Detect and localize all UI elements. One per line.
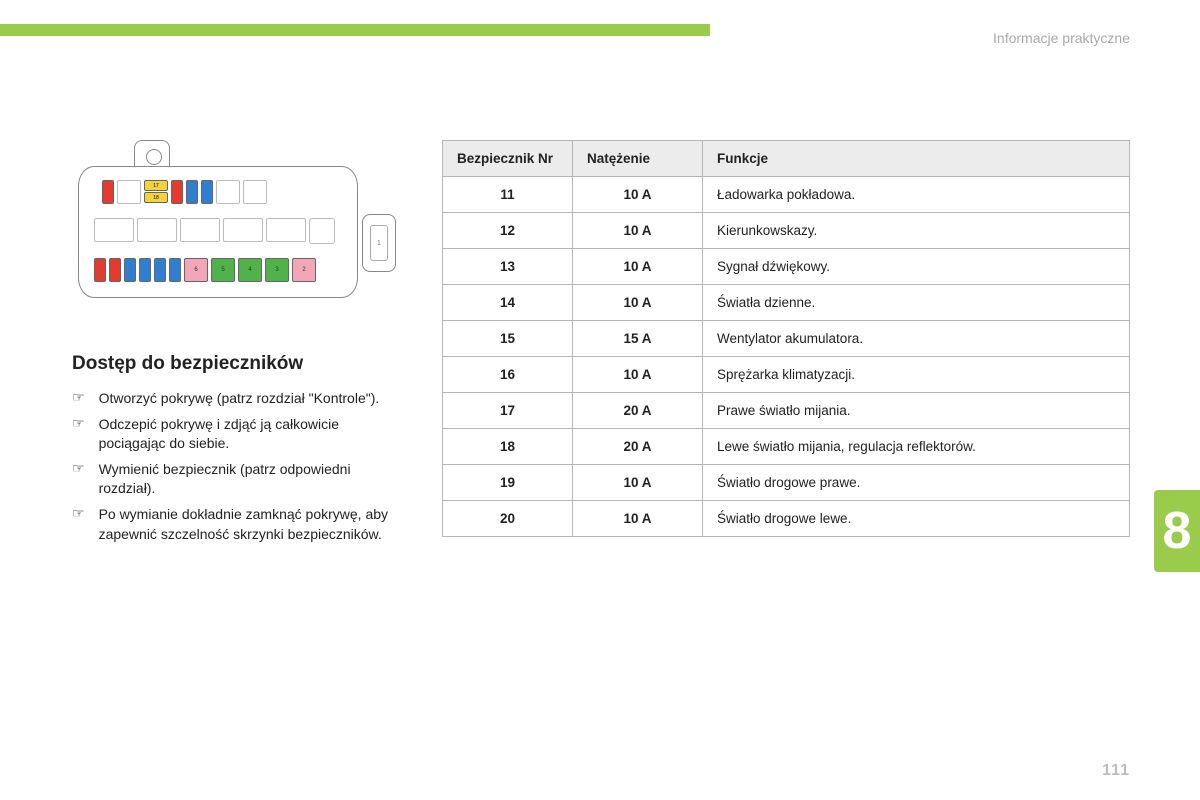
instruction-list: ☞ Otworzyć pokrywę (patrz rozdział "Kontr… bbox=[72, 389, 402, 544]
fuse-number-cell: 18 bbox=[443, 429, 573, 465]
fuse: 18 bbox=[144, 192, 168, 203]
table-row: 1820 ALewe światło mijania, regulacja re… bbox=[443, 429, 1130, 465]
right-column: Bezpiecznik Nr Natężenie Funkcje 1110 AŁ… bbox=[442, 140, 1130, 550]
fuse-function-cell: Kierunkowskazy. bbox=[703, 213, 1130, 249]
fusebox-row-1: 1718 bbox=[102, 180, 267, 204]
fuse-amperage-cell: 10 A bbox=[573, 249, 703, 285]
fuse-function-cell: Sygnał dźwiękowy. bbox=[703, 249, 1130, 285]
fuse bbox=[137, 218, 177, 242]
table-row: 2010 AŚwiatło drogowe lewe. bbox=[443, 501, 1130, 537]
fuse-function-cell: Światło drogowe lewe. bbox=[703, 501, 1130, 537]
fuse-number-cell: 20 bbox=[443, 501, 573, 537]
fuse-function-cell: Ładowarka pokładowa. bbox=[703, 177, 1130, 213]
pointer-icon: ☞ bbox=[72, 415, 85, 454]
fuse-table: Bezpiecznik Nr Natężenie Funkcje 1110 AŁ… bbox=[442, 140, 1130, 537]
fuse bbox=[139, 258, 151, 282]
fuse-table-header-func: Funkcje bbox=[703, 141, 1130, 177]
table-row: 1515 AWentylator akumulatora. bbox=[443, 321, 1130, 357]
page-number: 111 bbox=[1102, 762, 1130, 780]
fuse-amperage-cell: 10 A bbox=[573, 285, 703, 321]
pointer-icon: ☞ bbox=[72, 505, 85, 544]
table-row: 1210 AKierunkowskazy. bbox=[443, 213, 1130, 249]
instruction-item: ☞ Wymienić bezpiecznik (patrz odpowiedni … bbox=[72, 460, 402, 499]
fuse: 2 bbox=[292, 258, 316, 282]
fuse-function-cell: Lewe światło mijania, regulacja reflekto… bbox=[703, 429, 1130, 465]
fuse-number-cell: 17 bbox=[443, 393, 573, 429]
fuse-stack: 1718 bbox=[144, 180, 168, 204]
fuse-number-cell: 13 bbox=[443, 249, 573, 285]
fuse-function-cell: Prawe światło mijania. bbox=[703, 393, 1130, 429]
page-content: 1718 65432 1 Dostęp do bezpieczników ☞Ot… bbox=[72, 140, 1130, 550]
fuse bbox=[169, 258, 181, 282]
fuse-function-cell: Światła dzienne. bbox=[703, 285, 1130, 321]
fuse bbox=[124, 258, 136, 282]
fuse-number-cell: 12 bbox=[443, 213, 573, 249]
fuse-number-cell: 11 bbox=[443, 177, 573, 213]
fuse bbox=[223, 218, 263, 242]
fuse-amperage-cell: 20 A bbox=[573, 429, 703, 465]
fuse: 17 bbox=[144, 180, 168, 191]
instruction-text: Wymienić bezpiecznik (patrz odpowiedni r… bbox=[99, 460, 402, 499]
fuse-function-cell: Światło drogowe prawe. bbox=[703, 465, 1130, 501]
fuse: 4 bbox=[238, 258, 262, 282]
fuse bbox=[117, 180, 141, 204]
fuse: 3 bbox=[265, 258, 289, 282]
fuse-amperage-cell: 15 A bbox=[573, 321, 703, 357]
fuse-function-cell: Sprężarka klimatyzacji. bbox=[703, 357, 1130, 393]
section-title: Dostęp do bezpieczników bbox=[72, 353, 402, 375]
fuse bbox=[201, 180, 213, 204]
fuse bbox=[109, 258, 121, 282]
fuse-empty-slot bbox=[309, 218, 335, 244]
fuse-function-cell: Wentylator akumulatora. bbox=[703, 321, 1130, 357]
fuse bbox=[266, 218, 306, 242]
fusebox-side-compartment: 1 bbox=[362, 214, 396, 272]
header-accent-bar bbox=[0, 24, 710, 36]
instruction-text: Otworzyć pokrywę (patrz rozdział "Kontro… bbox=[99, 389, 380, 409]
table-row: 1110 AŁadowarka pokładowa. bbox=[443, 177, 1130, 213]
fuse-amperage-cell: 10 A bbox=[573, 357, 703, 393]
fuse: 5 bbox=[211, 258, 235, 282]
fusebox-diagram: 1718 65432 1 bbox=[72, 140, 402, 305]
instruction-text: Odczepić pokrywę i zdjąć ją całkowicie p… bbox=[99, 415, 402, 454]
instruction-item: ☞ Odczepić pokrywę i zdjąć ją całkowicie … bbox=[72, 415, 402, 454]
fuse bbox=[180, 218, 220, 242]
fuse-number-cell: 16 bbox=[443, 357, 573, 393]
fuse bbox=[186, 180, 198, 204]
fusebox-side-slot: 1 bbox=[370, 225, 388, 261]
fuse-number-cell: 15 bbox=[443, 321, 573, 357]
fuse-table-header-row: Bezpiecznik Nr Natężenie Funkcje bbox=[443, 141, 1130, 177]
fuse-table-header-nr: Bezpiecznik Nr bbox=[443, 141, 573, 177]
fusebox-row-3: 65432 bbox=[94, 258, 316, 282]
fuse-number-cell: 19 bbox=[443, 465, 573, 501]
fuse-table-header-amp: Natężenie bbox=[573, 141, 703, 177]
instruction-text: Po wymianie dokładnie zamknąć pokrywę, a… bbox=[99, 505, 402, 544]
table-row: 1310 ASygnał dźwiękowy. bbox=[443, 249, 1130, 285]
table-row: 1410 AŚwiatła dzienne. bbox=[443, 285, 1130, 321]
table-row: 1720 APrawe światło mijania. bbox=[443, 393, 1130, 429]
chapter-number-tab: 8 bbox=[1154, 490, 1200, 572]
left-column: 1718 65432 1 Dostęp do bezpieczników ☞ Ot… bbox=[72, 140, 402, 550]
fuse bbox=[154, 258, 166, 282]
fuse-amperage-cell: 10 A bbox=[573, 213, 703, 249]
fuse bbox=[243, 180, 267, 204]
fuse-amperage-cell: 20 A bbox=[573, 393, 703, 429]
table-row: 1610 ASprężarka klimatyzacji. bbox=[443, 357, 1130, 393]
fuse-amperage-cell: 10 A bbox=[573, 501, 703, 537]
fuse bbox=[94, 218, 134, 242]
fusebox-row-2 bbox=[94, 218, 335, 244]
fuse-amperage-cell: 10 A bbox=[573, 177, 703, 213]
header-section-label: Informacje praktyczne bbox=[993, 30, 1130, 46]
fuse-amperage-cell: 10 A bbox=[573, 465, 703, 501]
instruction-item: ☞ Otworzyć pokrywę (patrz rozdział "Kontr… bbox=[72, 389, 402, 409]
fuse bbox=[94, 258, 106, 282]
fuse bbox=[102, 180, 114, 204]
pointer-icon: ☞ bbox=[72, 460, 85, 499]
fuse-number-cell: 14 bbox=[443, 285, 573, 321]
instruction-item: ☞ Po wymianie dokładnie zamknąć pokrywę, … bbox=[72, 505, 402, 544]
fuse: 6 bbox=[184, 258, 208, 282]
pointer-icon: ☞ bbox=[72, 389, 85, 409]
table-row: 1910 AŚwiatło drogowe prawe. bbox=[443, 465, 1130, 501]
fuse bbox=[171, 180, 183, 204]
fuse bbox=[216, 180, 240, 204]
